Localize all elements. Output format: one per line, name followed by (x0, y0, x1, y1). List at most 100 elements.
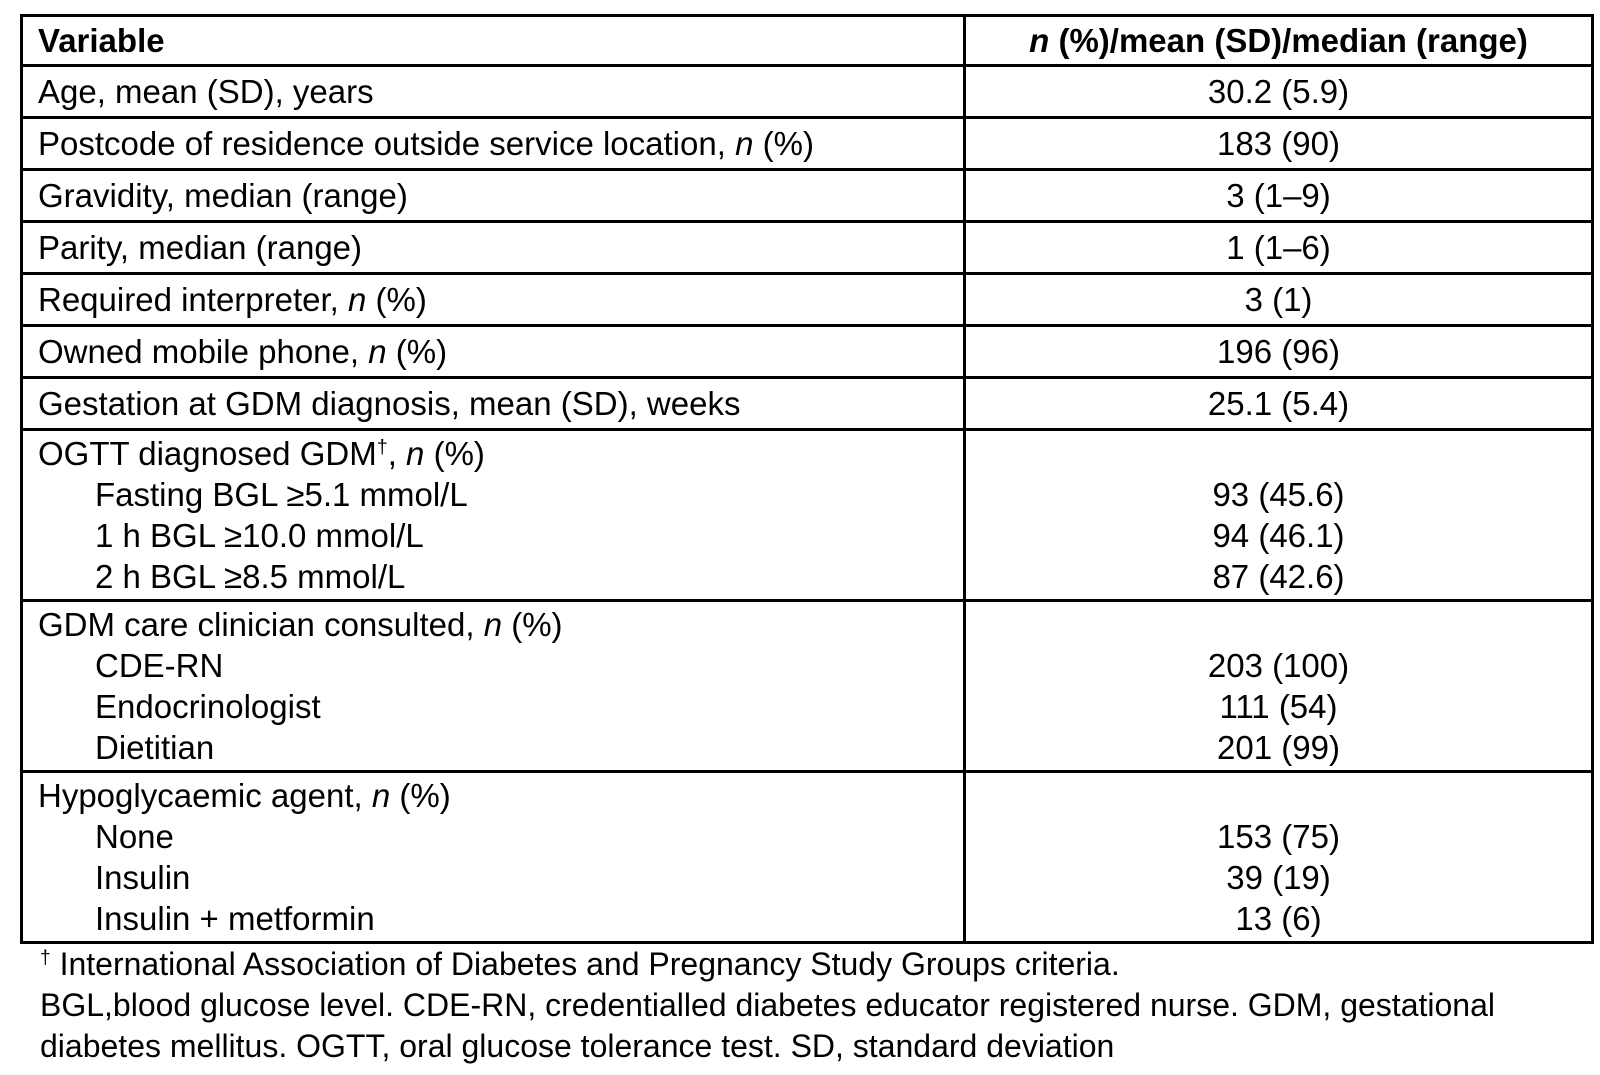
row-value: 3 (1–9) (1226, 176, 1331, 214)
column-header-variable: Variable (20, 14, 966, 67)
group-item-label: 2 h BGL ≥8.5 mmol/L (95, 558, 406, 595)
row-label-cell: Gestation at GDM diagnosis, mean (SD), w… (20, 376, 966, 431)
group-value-spacer (972, 775, 1585, 816)
row-value-cell: 25.1 (5.4) (963, 376, 1594, 431)
row-label: Postcode of residence outside service lo… (38, 124, 717, 162)
italic-n: n (348, 280, 367, 318)
group-heading-text: GDM care clinician consulted (38, 606, 466, 643)
italic-n: n (406, 435, 425, 472)
group-item-label: Insulin + metformin (95, 900, 375, 937)
group-item-value: 111 (54) (1219, 688, 1338, 725)
group-heading-text: OGTT diagnosed GDM (38, 435, 377, 472)
row-value: 183 (90) (1217, 124, 1340, 162)
row-label: Gravidity, median (range) (38, 176, 408, 214)
table-row-interpreter: Required interpreter, n (%) 3 (1) (20, 272, 1594, 327)
group-item-value: 13 (6) (1235, 900, 1322, 937)
dagger-superscript: † (40, 947, 51, 969)
group-label-cell: Hypoglycaemic agent, n (%) None Insulin … (20, 770, 966, 944)
row-value: 1 (1–6) (1226, 228, 1331, 266)
group-heading-post: (%) (502, 606, 563, 643)
row-label-cell: Postcode of residence outside service lo… (20, 116, 966, 171)
group-value-spacer (972, 433, 1585, 474)
group-item-label: Insulin (95, 859, 191, 896)
group-item-label: Endocrinologist (95, 688, 321, 725)
row-label-mid: , (329, 280, 349, 318)
footnote-criteria: † International Association of Diabetes … (40, 944, 1495, 985)
group-item-value: 87 (42.6) (1212, 558, 1345, 595)
row-value-cell: 1 (1–6) (963, 220, 1594, 275)
italic-n: n (371, 777, 391, 814)
footnote-abbreviations-line1: BGL,blood glucose level. CDE-RN, credent… (40, 987, 1495, 1023)
group-item-label: None (95, 818, 174, 855)
column-header-values: n (%)/mean (SD)/median (range) (963, 14, 1594, 67)
row-label: Gestation at GDM diagnosis, mean (SD), w… (38, 384, 741, 422)
italic-n: n (483, 606, 503, 643)
row-label-mid: , (716, 124, 736, 162)
group-item-value: 203 (100) (1207, 647, 1350, 684)
group-value-spacer (972, 604, 1585, 645)
row-label: Owned mobile phone (38, 332, 350, 370)
row-label-mid: , (349, 332, 369, 370)
table-row-gestation: Gestation at GDM diagnosis, mean (SD), w… (20, 376, 1594, 431)
group-label-cell: GDM care clinician consulted, n (%) CDE-… (20, 599, 966, 773)
group-item-value: 201 (99) (1217, 729, 1340, 766)
italic-n: n (368, 332, 387, 370)
group-value-cell: 203 (100) 111 (54) 201 (99) (963, 599, 1594, 773)
row-label-post: (%) (753, 124, 814, 162)
row-label-cell: Parity, median (range) (20, 220, 966, 275)
group-label-cell: OGTT diagnosed GDM†, n (%) Fasting BGL ≥… (20, 428, 966, 602)
row-label: Parity, median (range) (38, 228, 363, 266)
group-heading-mid: , (465, 606, 484, 643)
group-heading-mid: , (387, 435, 407, 472)
group-heading-mid: , (353, 777, 372, 814)
row-value-cell: 3 (1) (963, 272, 1594, 327)
group-item-label: Dietitian (95, 729, 215, 766)
row-label-cell: Owned mobile phone, n (%) (20, 324, 966, 379)
group-heading: Hypoglycaemic agent, n (%) (38, 775, 953, 816)
group-item-value: 153 (75) (1217, 818, 1340, 855)
row-value: 30.2 (5.9) (1207, 72, 1350, 110)
footnote-abbreviations-line2: diabetes mellitus. OGTT, oral glucose to… (40, 1028, 1115, 1064)
table-row-age: Age, mean (SD), years 30.2 (5.9) (20, 64, 1594, 119)
table-group-clinician: GDM care clinician consulted, n (%) CDE-… (20, 599, 1594, 773)
row-value: 3 (1) (1244, 280, 1313, 318)
row-label-cell: Age, mean (SD), years (20, 64, 966, 119)
row-value: 25.1 (5.4) (1207, 384, 1350, 422)
row-label-post: (%) (366, 280, 427, 318)
row-label-post: (%) (386, 332, 448, 370)
row-value-cell: 30.2 (5.9) (963, 64, 1594, 119)
group-heading: GDM care clinician consulted, n (%) (38, 604, 953, 645)
group-item-label: Fasting BGL ≥5.1 mmol/L (95, 476, 468, 513)
italic-n: n (735, 124, 754, 162)
table-row-mobile-phone: Owned mobile phone, n (%) 196 (96) (20, 324, 1594, 379)
row-value-cell: 3 (1–9) (963, 168, 1594, 223)
group-item-value: 93 (45.6) (1212, 476, 1345, 513)
header-row: Variable n (%)/mean (SD)/median (range) (20, 14, 1594, 67)
table-row-gravidity: Gravidity, median (range) 3 (1–9) (20, 168, 1594, 223)
group-value-cell: 153 (75) 39 (19) 13 (6) (963, 770, 1594, 944)
table-row-parity: Parity, median (range) 1 (1–6) (20, 220, 1594, 275)
variable-header-text: Variable (38, 21, 165, 59)
row-value: 196 (96) (1217, 332, 1340, 370)
table-group-ogtt: OGTT diagnosed GDM†, n (%) Fasting BGL ≥… (20, 428, 1594, 602)
row-value-cell: 196 (96) (963, 324, 1594, 379)
table-group-hypoglycaemic-agent: Hypoglycaemic agent, n (%) None Insulin … (20, 770, 1594, 944)
group-heading-text: Hypoglycaemic agent (38, 777, 354, 814)
group-heading: OGTT diagnosed GDM†, n (%) (38, 433, 953, 474)
dagger-superscript: † (376, 436, 388, 458)
row-value-cell: 183 (90) (963, 116, 1594, 171)
row-label-cell: Gravidity, median (range) (20, 168, 966, 223)
italic-n: n (1029, 21, 1050, 59)
group-item-label: 1 h BGL ≥10.0 mmol/L (95, 517, 424, 554)
row-label: Required interpreter (38, 280, 330, 318)
group-item-value: 94 (46.1) (1212, 517, 1345, 554)
table-footnotes: † International Association of Diabetes … (40, 944, 1495, 1067)
values-header-text: (%)/mean (SD)/median (range) (1049, 21, 1528, 59)
table-row-postcode: Postcode of residence outside service lo… (20, 116, 1594, 171)
baseline-characteristics-table: Variable n (%)/mean (SD)/median (range) … (20, 14, 1594, 944)
group-item-label: CDE-RN (95, 647, 224, 684)
group-heading-post: (%) (424, 435, 485, 472)
row-label-cell: Required interpreter, n (%) (20, 272, 966, 327)
row-label: Age, mean (SD), years (38, 72, 374, 110)
